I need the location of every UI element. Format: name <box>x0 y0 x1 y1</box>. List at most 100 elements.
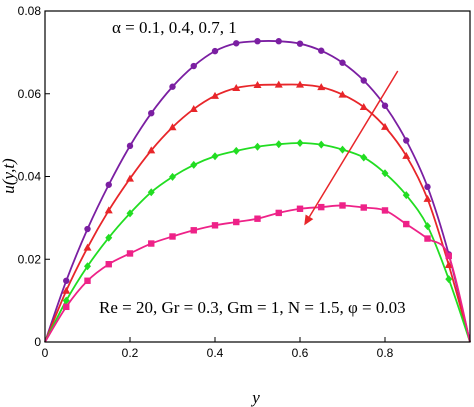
data-point <box>402 191 410 200</box>
data-point <box>62 296 70 305</box>
data-point <box>126 174 134 182</box>
data-point <box>232 83 241 91</box>
data-point <box>83 243 92 251</box>
series-3 <box>44 138 471 343</box>
data-point <box>445 252 452 260</box>
data-point <box>296 138 304 147</box>
data-point <box>339 145 346 154</box>
data-point <box>105 261 112 268</box>
data-point <box>424 235 431 242</box>
y-tick-label: 0.04 <box>18 170 42 184</box>
data-point <box>63 277 70 284</box>
data-point <box>424 183 431 191</box>
data-point <box>190 160 198 169</box>
data-point <box>296 205 304 212</box>
data-point <box>253 81 262 89</box>
data-point <box>190 227 197 234</box>
x-tick-label: 0 <box>42 346 49 360</box>
data-point <box>84 277 91 284</box>
plot-frame <box>44 10 471 343</box>
data-point <box>381 207 389 214</box>
data-point <box>254 142 261 151</box>
series-1 <box>44 38 471 343</box>
data-point <box>275 140 283 149</box>
data-point <box>148 240 155 247</box>
data-point <box>169 83 176 90</box>
data-point <box>423 194 432 202</box>
data-point <box>381 102 389 109</box>
x-tick-label: 0.4 <box>207 346 224 360</box>
x-tick-label: 0.8 <box>377 346 394 360</box>
data-point <box>403 220 410 228</box>
y-tick-label: 0.02 <box>18 252 42 266</box>
y-tick-label: 0.06 <box>18 87 42 101</box>
data-point <box>360 153 368 162</box>
data-point <box>233 218 240 226</box>
series-4 <box>44 202 471 343</box>
annotation-arrow <box>308 70 399 218</box>
data-point <box>84 262 91 271</box>
data-point <box>168 123 177 131</box>
data-point <box>169 172 176 181</box>
y-axis-label: u(y,t) <box>0 158 18 194</box>
data-point <box>403 137 410 144</box>
data-point <box>190 62 197 70</box>
data-point <box>296 80 304 88</box>
data-point <box>189 105 198 113</box>
data-point <box>338 90 347 98</box>
data-point <box>211 91 219 99</box>
data-point <box>444 261 453 269</box>
data-point <box>275 38 282 45</box>
data-point <box>317 83 326 91</box>
data-point <box>254 38 261 45</box>
data-point <box>318 203 325 211</box>
x-axis-label: y <box>250 388 260 407</box>
data-point <box>381 169 389 178</box>
y-tick-label: 0 <box>34 335 41 349</box>
data-point <box>339 202 346 209</box>
data-point <box>126 209 134 218</box>
data-point <box>211 47 219 55</box>
data-point <box>232 146 240 155</box>
y-tick-label: 0.08 <box>18 4 42 18</box>
data-point <box>381 122 389 130</box>
data-point <box>275 209 282 217</box>
annotation-arrow-head <box>304 214 314 226</box>
data-point <box>233 40 240 47</box>
tick-labels: 0 0.2 0.4 0.6 0.8 0 0.02 0.04 0.06 0.08 <box>18 4 394 360</box>
data-point <box>147 146 156 154</box>
series-layer <box>44 38 471 343</box>
data-point <box>339 59 346 66</box>
data-point <box>105 233 113 242</box>
data-point <box>402 151 411 159</box>
data-point <box>211 152 219 161</box>
data-point <box>254 215 261 222</box>
data-point <box>169 233 176 240</box>
x-tick-label: 0.2 <box>122 346 139 360</box>
data-point <box>359 102 368 110</box>
data-point <box>445 275 453 284</box>
data-point <box>360 204 367 211</box>
data-point <box>296 40 304 47</box>
x-tick-label: 0.6 <box>292 346 309 360</box>
data-point <box>317 140 325 149</box>
params-annotation: Re = 20, Gr = 0.3, Gm = 1, N = 1.5, φ = … <box>99 298 406 317</box>
data-point <box>147 188 155 197</box>
data-point <box>318 47 325 54</box>
data-point <box>148 109 155 117</box>
data-point <box>126 250 134 257</box>
data-point <box>105 181 112 188</box>
data-point <box>84 225 91 233</box>
alpha-annotation: α = 0.1, 0.4, 0.7, 1 <box>112 18 237 37</box>
series-2 <box>44 80 471 343</box>
data-point <box>126 142 134 150</box>
data-point <box>62 286 71 294</box>
data-point <box>104 206 113 214</box>
data-point <box>211 222 219 229</box>
data-point <box>63 303 70 311</box>
data-point <box>424 222 431 231</box>
data-point <box>360 77 367 84</box>
data-point <box>274 80 283 88</box>
